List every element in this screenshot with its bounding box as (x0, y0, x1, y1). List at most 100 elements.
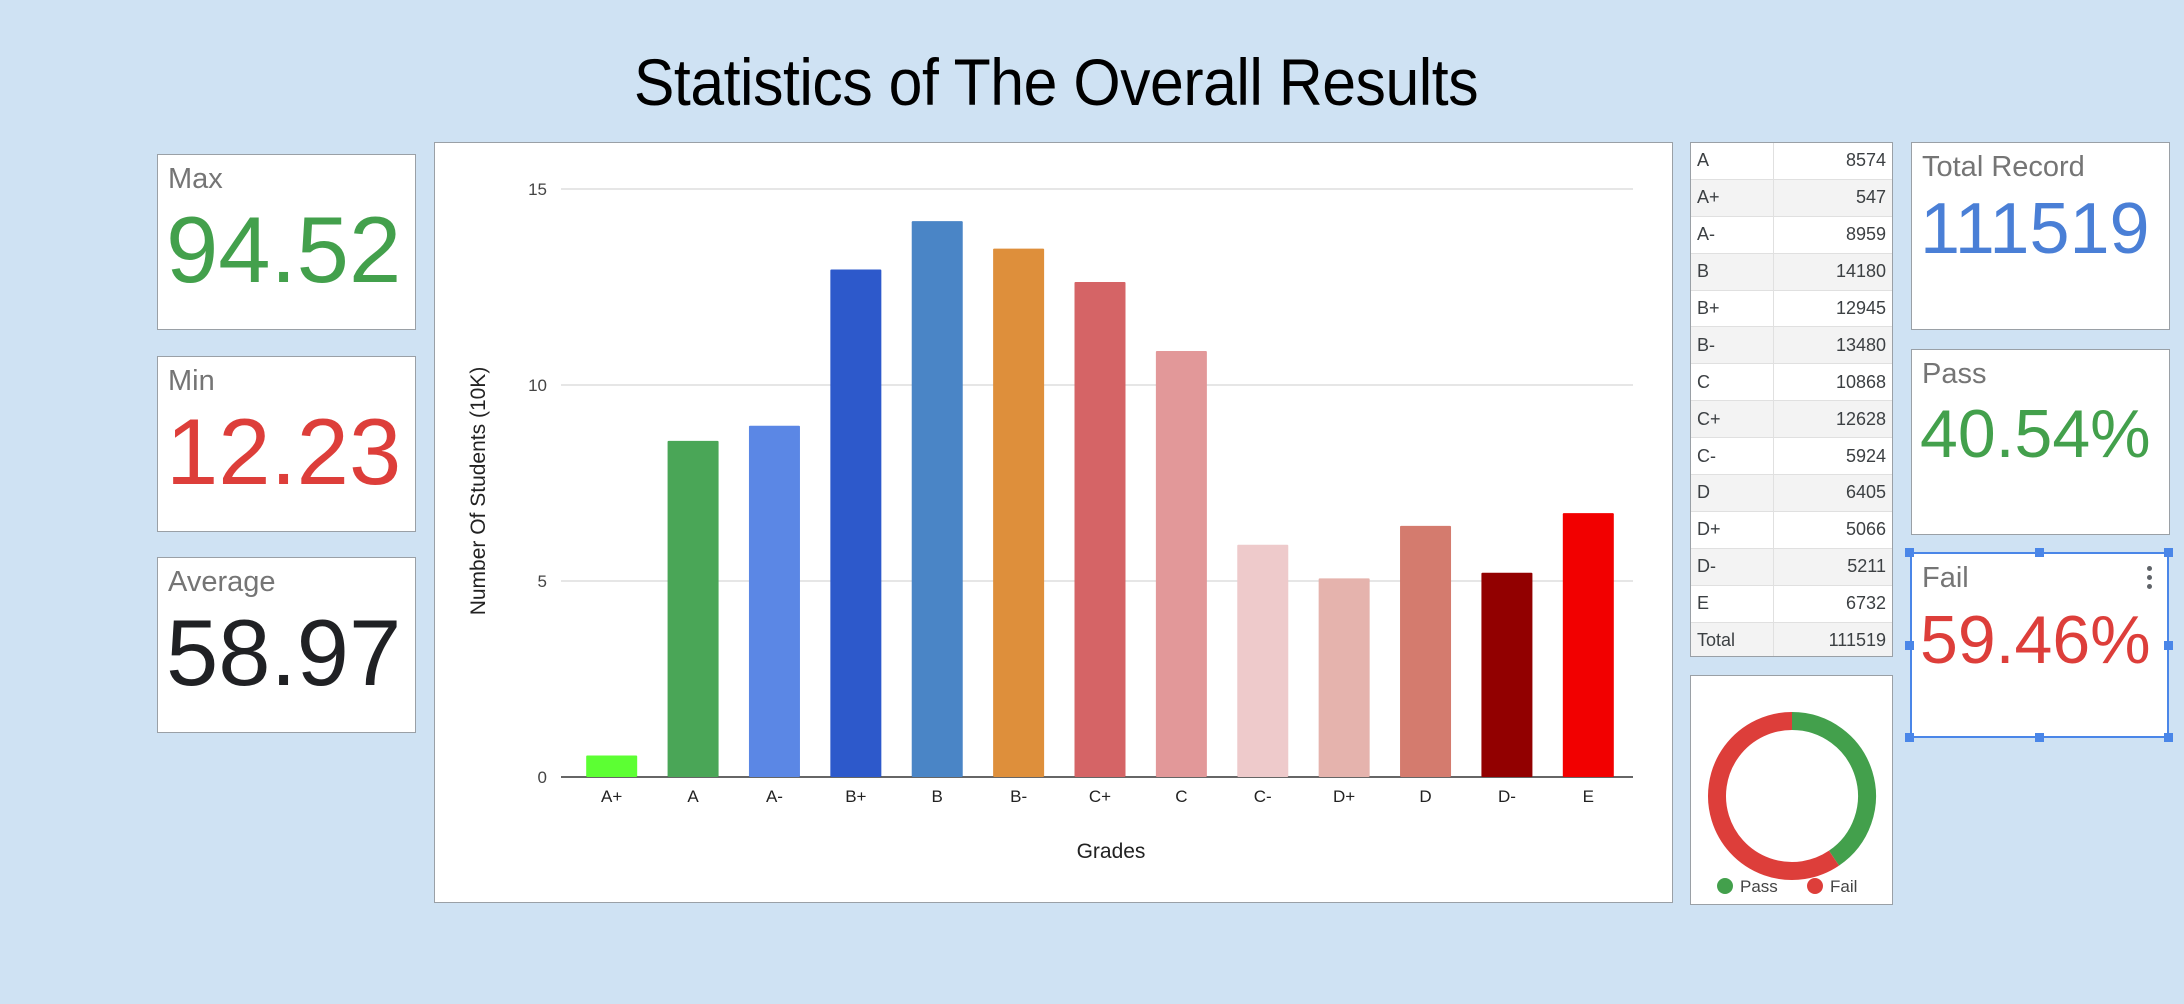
bar-B-[interactable] (993, 248, 1045, 778)
x-tick-label: E (1583, 787, 1594, 806)
bar-B[interactable] (911, 221, 963, 778)
count-cell: 14180 (1773, 253, 1892, 291)
grade-cell: C+ (1691, 400, 1774, 439)
bar-A+[interactable] (586, 755, 638, 777)
grade-table-body: A 8574 A+ 547 A- 8959 B 14180 B+ 12945 B- 13480 C 108… (1691, 143, 1892, 656)
x-tick-label: C+ (1089, 787, 1111, 806)
bar-C-[interactable] (1237, 544, 1289, 777)
table-row: A+ 547 (1691, 179, 1892, 217)
bar-E[interactable] (1562, 513, 1614, 777)
table-row: B+ 12945 (1691, 290, 1892, 328)
table-row: B- 13480 (1691, 326, 1892, 365)
pass-fail-donut-chart[interactable]: Pass Fail (1690, 675, 1893, 905)
table-row: D+ 5066 (1691, 511, 1892, 549)
x-tick-label: C- (1254, 787, 1272, 806)
bar-A[interactable] (667, 440, 719, 777)
grades-bar-chart[interactable]: 0 5 10 15 A+ A A- B+ B B- C+ C C- D+ D D- E Grades Number … (434, 142, 1673, 903)
x-tick-label: B+ (845, 787, 866, 806)
bar-D[interactable] (1400, 525, 1452, 777)
count-cell: 6732 (1773, 585, 1892, 623)
x-axis-title: Grades (1077, 840, 1146, 863)
grade-cell: A+ (1691, 179, 1774, 217)
x-tick-label: B (932, 787, 943, 806)
resize-handle-top-left[interactable] (1905, 548, 1914, 557)
count-cell: 5924 (1773, 437, 1892, 476)
total-record-scorecard[interactable]: Total Record 111519 (1911, 142, 2170, 330)
table-row: D 6405 (1691, 474, 1892, 512)
resize-handle-bottom-right[interactable] (2164, 733, 2173, 742)
bar-chart-svg: 0 5 10 15 A+ A A- B+ B B- C+ C C- D+ D D- E Grades Number … (467, 180, 1633, 863)
resize-handle-bottom-middle[interactable] (2035, 733, 2044, 742)
table-row: A 8574 (1691, 143, 1892, 180)
fail-label: Fail (1922, 562, 1969, 594)
bar-D-[interactable] (1481, 572, 1533, 777)
max-label: Max (168, 163, 223, 195)
average-label: Average (168, 566, 276, 598)
pass-value: 40.54% (1920, 396, 2151, 472)
count-cell: 12945 (1773, 290, 1892, 328)
legend-swatch (1717, 878, 1733, 894)
x-tick-label: D+ (1333, 787, 1355, 806)
count-cell: 5066 (1773, 511, 1892, 549)
max-scorecard[interactable]: Max 94.52 (157, 154, 416, 330)
x-tick-label: D (1419, 787, 1431, 806)
resize-handle-bottom-left[interactable] (1905, 733, 1914, 742)
count-cell: 12628 (1773, 400, 1892, 439)
pass-label: Pass (1922, 358, 1987, 390)
pass-scorecard[interactable]: Pass 40.54% (1911, 349, 2170, 535)
total-record-label: Total Record (1922, 151, 2085, 183)
grade-cell: A (1691, 143, 1774, 180)
grade-cell: Total (1691, 622, 1774, 656)
fail-scorecard[interactable]: Fail 59.46% (1910, 552, 2169, 738)
donut-chart-svg: Pass Fail (1708, 712, 1876, 896)
x-tick-label: D- (1498, 787, 1516, 806)
average-scorecard[interactable]: Average 58.97 (157, 557, 416, 733)
grade-cell: B (1691, 253, 1774, 291)
page-title: Statistics of The Overall Results (633, 45, 1479, 119)
y-tick-label: 10 (528, 376, 547, 395)
table-row: C+ 12628 (1691, 400, 1892, 439)
grade-count-table[interactable]: A 8574 A+ 547 A- 8959 B 14180 B+ 12945 B- 13480 C 108… (1690, 142, 1893, 657)
bar-C+[interactable] (1074, 281, 1126, 777)
resize-handle-top-right[interactable] (2164, 548, 2173, 557)
grade-cell: D+ (1691, 511, 1774, 549)
resize-handle-middle-left[interactable] (1905, 641, 1914, 650)
resize-handle-middle-right[interactable] (2164, 641, 2173, 650)
grade-cell: C- (1691, 437, 1774, 476)
table-row: A- 8959 (1691, 216, 1892, 254)
min-scorecard[interactable]: Min 12.23 (157, 356, 416, 532)
x-tick-label: C (1175, 787, 1187, 806)
table-row: Total 111519 (1691, 622, 1892, 656)
count-cell: 547 (1773, 179, 1892, 217)
bar-B+[interactable] (830, 269, 882, 777)
count-cell: 13480 (1773, 326, 1892, 365)
grade-cell: D (1691, 474, 1774, 512)
x-tick-label: A+ (601, 787, 622, 806)
average-value: 58.97 (166, 600, 402, 705)
count-cell: 8574 (1773, 143, 1892, 180)
donut-slice-fail[interactable] (1708, 712, 1840, 880)
resize-handle-top-middle[interactable] (2035, 548, 2044, 557)
grade-cell: A- (1691, 216, 1774, 254)
table-row: C 10868 (1691, 363, 1892, 402)
min-label: Min (168, 365, 215, 397)
table-row: E 6732 (1691, 585, 1892, 623)
bar-D+[interactable] (1318, 578, 1370, 777)
grade-cell: B- (1691, 326, 1774, 365)
legend-swatch (1807, 878, 1823, 894)
bar-C[interactable] (1155, 350, 1207, 777)
bar-A-[interactable] (748, 425, 800, 777)
donut-slice-pass[interactable] (1791, 712, 1876, 866)
count-cell: 10868 (1773, 363, 1892, 402)
grade-cell: C (1691, 363, 1774, 402)
x-tick-label: A (687, 787, 699, 806)
legend-label: Pass (1740, 877, 1778, 896)
count-cell: 6405 (1773, 474, 1892, 512)
more-options-icon[interactable] (2147, 566, 2153, 593)
count-cell: 5211 (1773, 548, 1892, 586)
grade-cell: D- (1691, 548, 1774, 586)
grade-cell: E (1691, 585, 1774, 623)
x-tick-label: A- (766, 787, 783, 806)
y-tick-label: 0 (538, 768, 547, 787)
y-axis-title: Number Of Students (10K) (467, 367, 490, 616)
